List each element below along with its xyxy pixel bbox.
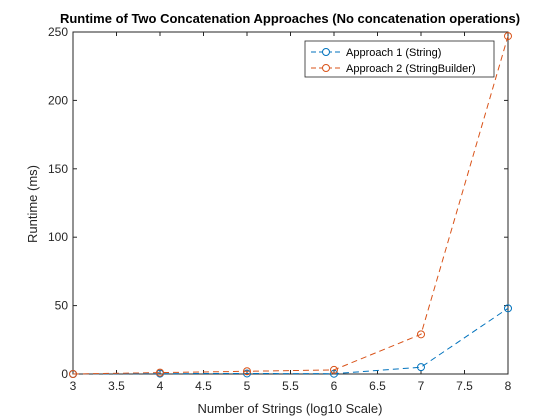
series-2-point bbox=[504, 32, 512, 41]
chart-title: Runtime of Two Concatenation Approaches … bbox=[60, 11, 520, 26]
plot-area: 3 3.5 4 4.5 5 5.5 6 6.5 7 7.5 8 0 50 100 150 200 250 Appr… bbox=[48, 25, 512, 393]
legend-marker-1 bbox=[322, 48, 330, 56]
series-1-point bbox=[504, 304, 512, 313]
x-tick-label: 7.5 bbox=[456, 379, 473, 393]
legend-label-1: Approach 1 (String) bbox=[346, 47, 441, 59]
series-2-point bbox=[243, 367, 251, 376]
x-tick-label: 3 bbox=[70, 379, 77, 393]
x-tick-label: 5.5 bbox=[282, 379, 299, 393]
series-1-point bbox=[243, 369, 251, 378]
y-tick-label: 0 bbox=[61, 367, 68, 381]
legend-marker-2 bbox=[322, 64, 330, 72]
legend-label-2: Approach 2 (StringBuilder) bbox=[346, 63, 476, 75]
y-tick-label: 50 bbox=[55, 299, 69, 313]
series-2-point bbox=[330, 365, 338, 374]
x-tick-label: 7 bbox=[418, 379, 425, 393]
y-tick-label: 250 bbox=[48, 25, 68, 39]
x-tick-label: 6.5 bbox=[369, 379, 386, 393]
x-tick-label: 5 bbox=[244, 379, 251, 393]
series-1-point bbox=[417, 363, 425, 372]
legend-box bbox=[304, 40, 495, 78]
x-tick-label: 4.5 bbox=[195, 379, 212, 393]
y-axis-label: Runtime (ms) bbox=[25, 165, 40, 243]
series-line-2 bbox=[72, 35, 509, 375]
series-2-point bbox=[156, 368, 164, 377]
y-tick-label: 150 bbox=[48, 162, 68, 176]
y-tick-label: 100 bbox=[48, 230, 68, 244]
x-axis-label: Number of Strings (log10 Scale) bbox=[198, 401, 383, 416]
x-tick-label: 4 bbox=[157, 379, 164, 393]
series-line-1 bbox=[72, 307, 509, 375]
x-tick-label: 8 bbox=[505, 379, 512, 393]
x-tick-label: 3.5 bbox=[108, 379, 125, 393]
y-tick-label: 200 bbox=[48, 93, 68, 107]
axes-box bbox=[72, 31, 509, 375]
x-tick-label: 6 bbox=[331, 379, 338, 393]
series-2-point bbox=[69, 370, 77, 378]
series-2-point bbox=[417, 330, 425, 339]
